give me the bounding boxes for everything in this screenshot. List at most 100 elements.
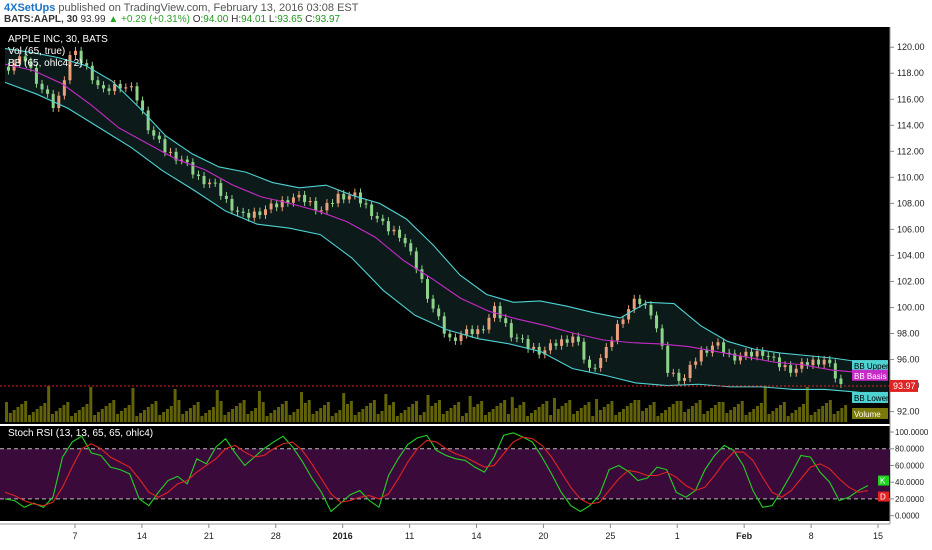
candle-body: [303, 194, 307, 203]
volume-bar: [215, 390, 219, 422]
candle-body: [493, 306, 497, 318]
volume-bar: [31, 412, 35, 422]
volume-bar: [740, 401, 744, 422]
candle-body: [694, 361, 698, 365]
candle-body: [286, 200, 290, 203]
publish-line: 4XSetUps published on TradingView.com, F…: [4, 2, 358, 14]
candle-body: [666, 345, 670, 373]
volume-bar: [652, 402, 656, 422]
candle-body: [738, 356, 742, 361]
volume-bar: [702, 414, 706, 422]
volume-bar: [196, 402, 200, 422]
volume-bar: [506, 414, 510, 422]
volume-bar: [763, 386, 767, 422]
volume-bar: [430, 406, 434, 422]
volume-bar: [602, 407, 606, 422]
volume-bar: [139, 413, 143, 422]
volume-bar: [595, 399, 599, 422]
volume-bar: [108, 403, 112, 422]
chart-header: 4XSetUps published on TradingView.com, F…: [0, 0, 932, 26]
candle-body: [241, 211, 245, 213]
candle-body: [811, 359, 815, 366]
bb-indicator-title[interactable]: BB (65, ohlc4, 2): [8, 58, 83, 69]
volume-bar: [288, 415, 292, 422]
candle-body: [219, 183, 223, 196]
volume-bar: [533, 410, 537, 422]
candle-body: [688, 364, 692, 379]
candle-body: [660, 328, 664, 346]
volume-bar: [821, 406, 825, 422]
volume-bar: [211, 407, 215, 422]
stoch-k-tag: [878, 475, 889, 486]
candle-body: [202, 176, 206, 185]
volume-bar: [24, 401, 28, 422]
volume-bar: [495, 406, 499, 422]
time-tick-label: 20: [538, 531, 548, 541]
volume-indicator-title[interactable]: Vol (65, true): [8, 46, 66, 57]
volume-bar: [292, 412, 296, 422]
volume-bar: [583, 405, 587, 422]
time-tick-label: 14: [137, 531, 147, 541]
volume-bar: [690, 406, 694, 422]
chart-canvas[interactable]: 120.00 118.00 116.00 114.00 112.00 110.00 108.…: [0, 27, 932, 550]
candle-body: [638, 298, 642, 305]
candle-body: [392, 229, 396, 232]
candle-body: [588, 359, 592, 368]
volume-bar: [12, 410, 16, 422]
candle-body: [280, 200, 284, 208]
volume-bar: [116, 414, 120, 422]
candle-body: [185, 159, 189, 163]
volume-bar: [694, 403, 698, 422]
price-tick-label: 112.00: [897, 146, 924, 156]
candle-body: [263, 209, 267, 216]
candle-body: [453, 337, 457, 341]
volume-bar: [277, 407, 281, 422]
time-tick-label: 2016: [333, 531, 353, 541]
volume-bar: [610, 401, 614, 422]
candle-body: [817, 359, 821, 365]
volume-bar: [342, 393, 346, 422]
volume-bar: [127, 405, 131, 422]
candle-body: [766, 355, 770, 357]
candle-body: [325, 202, 329, 211]
volume-bar: [415, 401, 419, 422]
candle-body: [208, 182, 212, 185]
stoch-rsi-title[interactable]: Stoch RSI (13, 13, 65, 65, ohlc4): [8, 428, 154, 439]
volume-bar: [744, 415, 748, 422]
candle-body: [554, 343, 558, 346]
candle-body: [543, 350, 547, 355]
volume-bar: [204, 413, 208, 422]
candle-body: [275, 203, 279, 208]
volume-bar: [300, 392, 304, 422]
candle-body: [101, 85, 105, 89]
volume-bar: [246, 414, 250, 422]
volume-bar: [483, 415, 487, 422]
volume-bar: [487, 412, 491, 422]
candle-body: [727, 352, 731, 354]
candle-body: [470, 329, 474, 335]
volume-bar: [27, 415, 31, 422]
candle-body: [582, 341, 586, 360]
candle-body: [129, 86, 133, 88]
candle-body: [420, 269, 424, 280]
last-price-text: 93.99: [80, 14, 106, 25]
candle-body: [537, 346, 541, 355]
publisher-name[interactable]: 4XSetUps: [4, 2, 56, 14]
volume-bar: [453, 405, 457, 422]
quote-line: BATS:AAPL, 30 93.99 ▲ +0.29 (+0.31%) O:9…: [4, 14, 340, 25]
candle-body: [347, 195, 351, 200]
volume-bar: [100, 409, 104, 422]
volume-bar: [131, 388, 135, 422]
candle-body: [68, 55, 72, 81]
candle-body: [750, 351, 754, 357]
price-tick-label: 102.00: [897, 276, 925, 286]
volume-bar: [376, 414, 380, 422]
volume-bar: [648, 405, 652, 422]
candle-body: [532, 346, 536, 349]
candle-body: [828, 359, 832, 364]
candle-body: [615, 323, 619, 341]
volume-bar: [188, 408, 192, 422]
volume-bar: [319, 408, 323, 422]
volume-bar: [710, 408, 714, 422]
volume-bar: [587, 402, 591, 422]
